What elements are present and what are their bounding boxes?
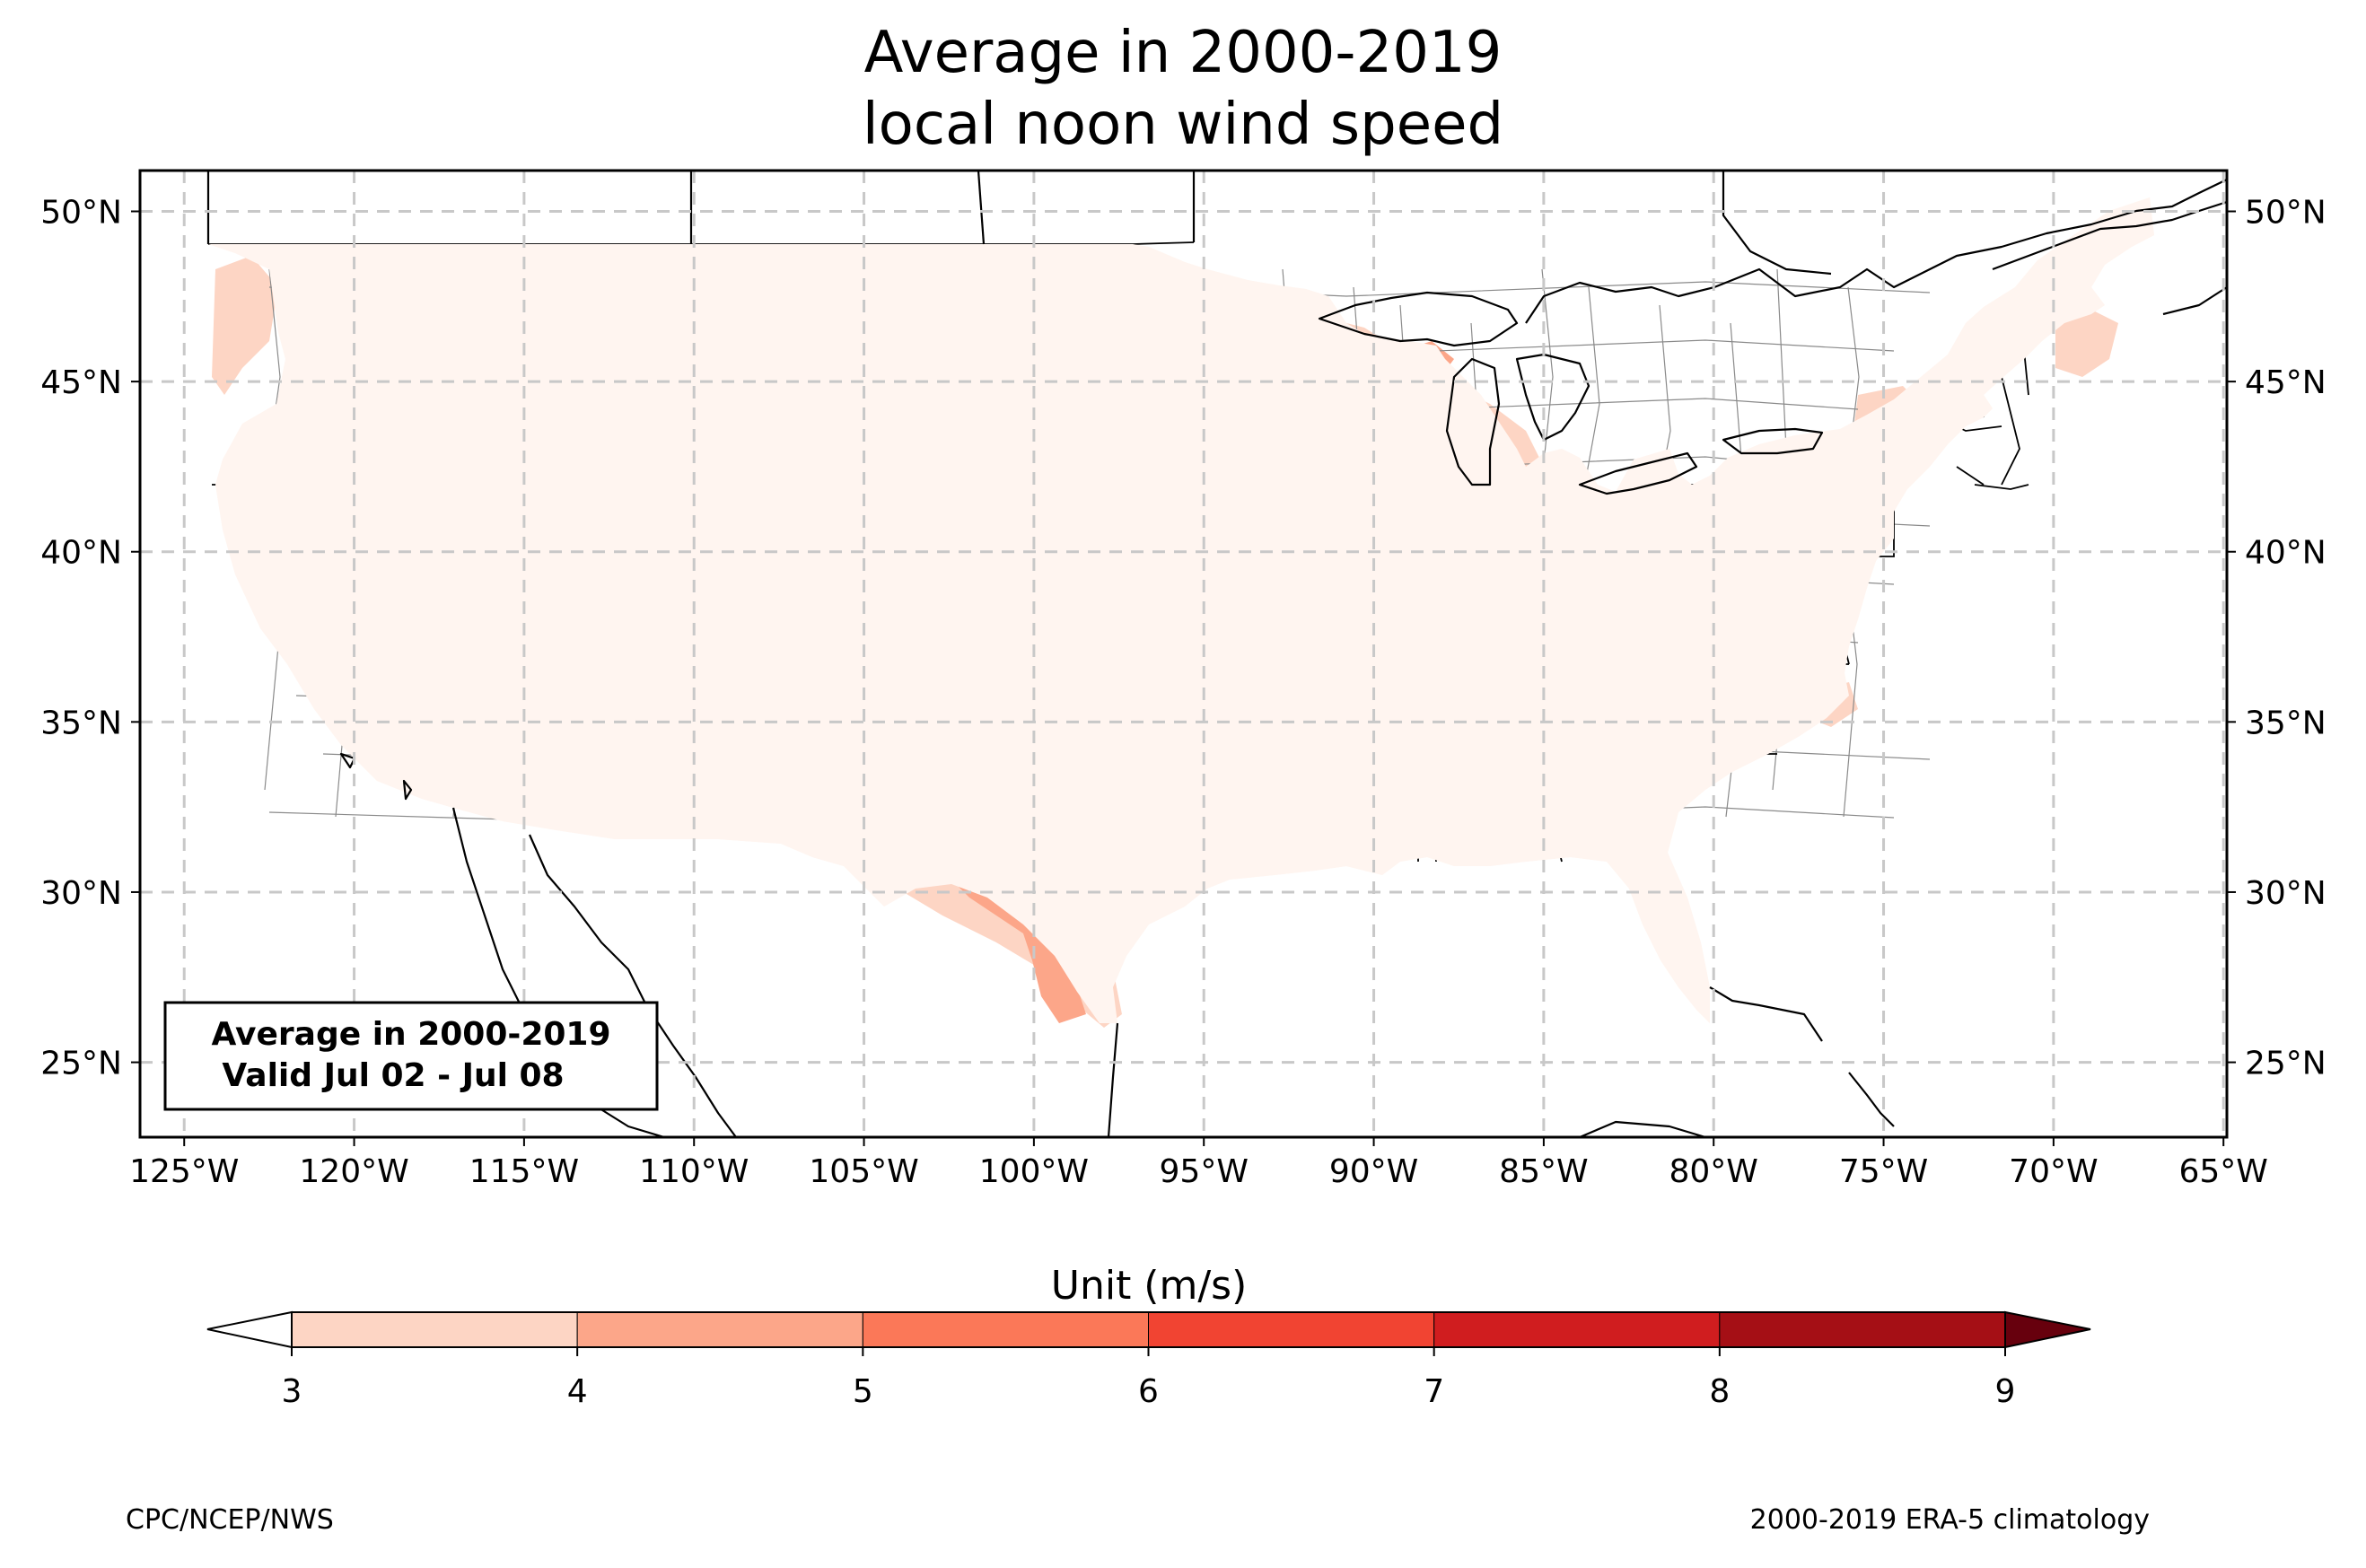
colorbar-bin — [862, 1311, 1149, 1348]
lat-tick-label: 30°N — [2245, 875, 2327, 912]
lon-tick-label: 110°W — [639, 1153, 749, 1190]
colorbar-under-arrow — [206, 1310, 293, 1349]
lon-tick-label: 65°W — [2179, 1153, 2268, 1190]
latitude-tick-labels-left: 50°N 45°N 40°N 35°N 30°N 25°N — [40, 195, 140, 1082]
lat-tick-label: 25°N — [2245, 1046, 2327, 1082]
longitude-tick-labels: 125°W 120°W 115°W 110°W 105°W 100°W 95°W 90°W 85… — [129, 1137, 2268, 1190]
colorbar-label: Unit (m/s) — [1051, 1263, 1248, 1309]
lat-tick-label: 30°N — [40, 875, 122, 912]
lon-tick-label: 80°W — [1669, 1153, 1758, 1190]
colorbar-bin — [291, 1311, 578, 1348]
lat-tick-label: 40°N — [2245, 535, 2327, 572]
colorbar-tick-label: 5 — [853, 1373, 873, 1410]
lat-tick-label: 45°N — [2245, 364, 2327, 401]
map-frame — [138, 169, 2229, 1139]
colorbar-tick-label: 6 — [1138, 1373, 1159, 1410]
footer-source: CPC/NCEP/NWS — [126, 1504, 334, 1536]
lat-tick-label: 25°N — [40, 1046, 122, 1082]
info-box-line2: Valid Jul 02 - Jul 08 — [222, 1057, 564, 1094]
colorbar-tick-label: 8 — [1709, 1373, 1730, 1410]
lat-tick-label: 35°N — [40, 705, 122, 741]
lon-tick-label: 115°W — [469, 1153, 579, 1190]
colorbar-tick-label: 3 — [282, 1373, 302, 1410]
colorbar-bin — [576, 1311, 863, 1348]
lat-tick-label: 40°N — [40, 535, 122, 572]
lon-tick-label: 90°W — [1329, 1153, 1418, 1190]
lat-tick-label: 35°N — [2245, 705, 2327, 741]
lon-tick-label: 75°W — [1839, 1153, 1928, 1190]
lon-tick-label: 100°W — [979, 1153, 1089, 1190]
info-box-line1: Average in 2000-2019 — [211, 1016, 610, 1053]
colorbar-over-arrow — [2004, 1310, 2091, 1349]
colorbar-bin — [1148, 1311, 1435, 1348]
footer-climatology: 2000-2019 ERA-5 climatology — [1750, 1504, 2150, 1536]
info-box: Average in 2000-2019 Valid Jul 02 - Jul … — [163, 1001, 659, 1111]
colorbar-tick-label: 9 — [1995, 1373, 2016, 1410]
chart-subtitle: local noon wind speed — [863, 92, 1503, 158]
lon-tick-label: 95°W — [1160, 1153, 1249, 1190]
map-panel — [140, 171, 2227, 1137]
lon-tick-label: 120°W — [299, 1153, 408, 1190]
lat-tick-label: 50°N — [40, 195, 122, 232]
chart-title: Average in 2000-2019 — [864, 20, 1503, 86]
colorbar-tick-label: 7 — [1424, 1373, 1444, 1410]
colorbar-bin — [1433, 1311, 1721, 1348]
latitude-tick-labels-right: 50°N 45°N 40°N 35°N 30°N 25°N — [2227, 195, 2327, 1082]
lat-tick-label: 45°N — [40, 364, 122, 401]
lon-tick-label: 85°W — [1499, 1153, 1588, 1190]
coastlines — [206, 171, 2227, 1137]
colorbar-tick-label: 4 — [567, 1373, 588, 1410]
lon-tick-label: 125°W — [129, 1153, 239, 1190]
colorbar-bin — [1719, 1311, 2006, 1348]
lat-tick-label: 50°N — [2245, 195, 2327, 232]
lon-tick-label: 70°W — [2009, 1153, 2098, 1190]
colorbar: Unit (m/s) 3 4 5 6 7 8 9 — [206, 1263, 2091, 1410]
lon-tick-label: 105°W — [809, 1153, 918, 1190]
